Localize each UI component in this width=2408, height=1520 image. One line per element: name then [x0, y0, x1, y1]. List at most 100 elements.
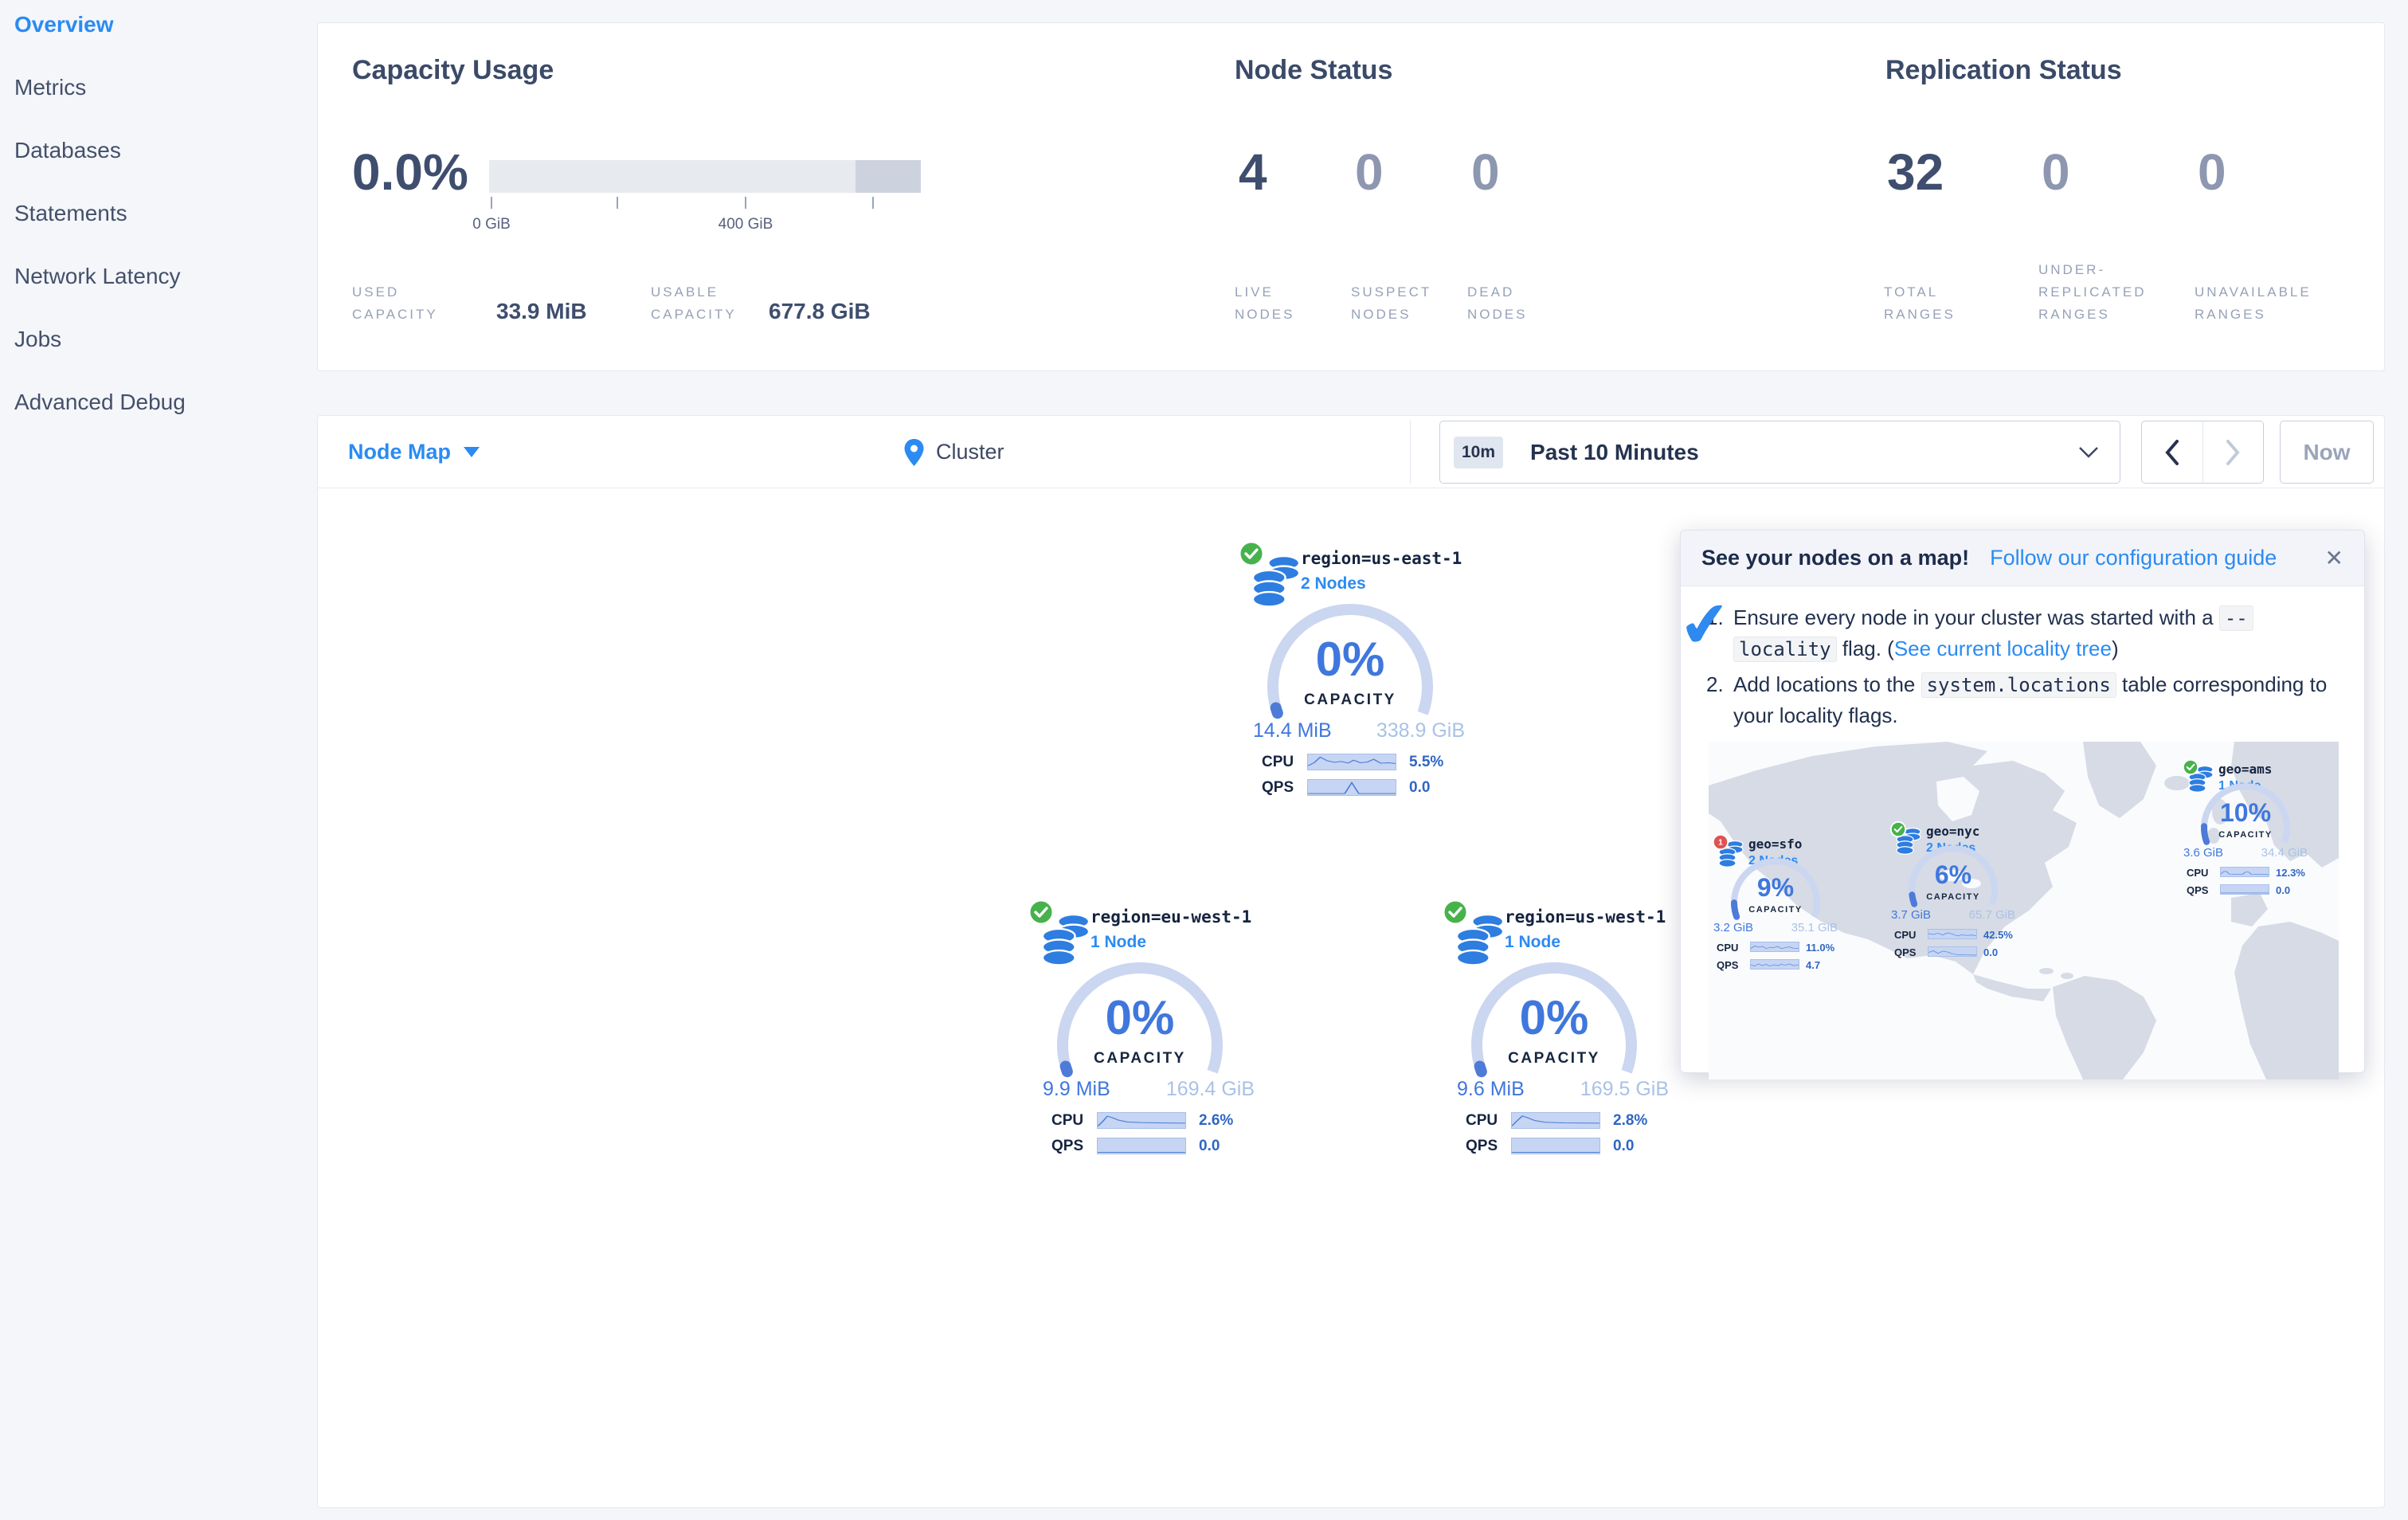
node-map-toolbar: Node Map Cluster 10m Past 10 Minutes — [318, 416, 2384, 488]
qps-sparkline — [1750, 959, 1799, 970]
dead-nodes-label: DEAD NODES — [1467, 284, 1528, 322]
configuration-guide-link[interactable]: Follow our configuration guide — [1990, 546, 2277, 570]
region-group-us-east-1[interactable]: region=us-east-1 2 Nodes 0% CAPACITY 14.… — [1238, 538, 1479, 804]
sidebar-item-databases[interactable]: Databases — [14, 137, 121, 163]
step-text: Ensure every node in your cluster was st… — [1733, 602, 2342, 664]
toolbar-divider — [1410, 421, 1411, 484]
cpu-metric-row: CPU 12.3% — [2187, 867, 2314, 879]
view-mode-dropdown[interactable]: Node Map — [348, 416, 480, 488]
dead-nodes-value: 0 — [1471, 143, 1500, 201]
chevron-down-icon — [2079, 446, 2098, 458]
cpu-value: 5.5% — [1409, 754, 1444, 770]
qps-sparkline — [1928, 946, 1977, 957]
qps-value: 0.0 — [1613, 1138, 1635, 1154]
tooltip-step-1: 1. Ensure every node in your cluster was… — [1706, 602, 2342, 664]
sidebar-item-statements[interactable]: Statements — [14, 200, 127, 225]
region-locality-label: region=us-west-1 — [1505, 907, 1666, 926]
sidebar-item-metrics[interactable]: Metrics — [14, 74, 87, 100]
region-locality-label: geo=ams — [2218, 762, 2273, 777]
capacity-percent-value: 9% — [1756, 873, 1795, 902]
cpu-label: CPU — [1051, 1112, 1084, 1129]
region-locality-label: region=us-east-1 — [1301, 549, 1462, 568]
region-locality-label: region=eu-west-1 — [1090, 907, 1252, 926]
capacity-percent-value: 6% — [1934, 860, 1972, 889]
sidebar-item-jobs[interactable]: Jobs — [14, 326, 62, 351]
used-capacity-value: 9.9 MiB — [1043, 1078, 1110, 1100]
live-nodes-label: LIVE NODES — [1235, 284, 1295, 322]
node-map-setup-tooltip: See your nodes on a map! Follow our conf… — [1675, 530, 2365, 1079]
time-range-select[interactable]: 10m Past 10 Minutes — [1439, 421, 2120, 484]
database-nodes-icon — [1041, 912, 1090, 972]
used-capacity-label: USED CAPACITY — [352, 284, 438, 322]
total-capacity-value: 65.7 GiB — [1968, 908, 2015, 922]
capacity-percent-value: 10% — [2219, 798, 2272, 827]
axis-tick — [872, 197, 874, 209]
axis-tick — [745, 197, 746, 209]
time-range-label: Past 10 Minutes — [1530, 439, 1699, 464]
capacity-gauge-label: CAPACITY — [1926, 892, 1980, 902]
region-nodes-link[interactable]: 2 Nodes — [1301, 574, 1366, 593]
qps-label: QPS — [1051, 1138, 1084, 1154]
time-prev-button[interactable] — [2142, 421, 2202, 483]
cpu-label: CPU — [1466, 1112, 1498, 1129]
capacity-bar — [489, 160, 921, 193]
capacity-values-row: 9.9 MiB 169.4 GiB — [1043, 1078, 1255, 1101]
locality-tree-link[interactable]: See current locality tree — [1893, 637, 2112, 660]
region-nodes-link[interactable]: 1 Node — [1090, 933, 1147, 951]
capacity-values-row: 3.6 GiB 34.4 GiB — [2183, 846, 2308, 860]
capacity-gauge-label: CAPACITY — [1748, 905, 1803, 915]
now-button[interactable]: Now — [2280, 421, 2374, 484]
capacity-usage-title: Capacity Usage — [352, 55, 554, 85]
qps-sparkline — [1511, 1138, 1600, 1154]
tooltip-header: See your nodes on a map! Follow our conf… — [1681, 531, 2364, 586]
region-group-geo-nyc: geo=nyc 2 Nodes 6% CAPACITY 3.7 GiB 65.7… — [1889, 819, 2033, 974]
capacity-percent-value: 0% — [1315, 633, 1385, 686]
capacity-values-row: 14.4 MiB 338.9 GiB — [1253, 719, 1465, 742]
close-icon[interactable]: ✕ — [2324, 545, 2343, 571]
axis-tick-label: 400 GiB — [718, 216, 773, 233]
breadcrumb[interactable]: Cluster — [903, 416, 1004, 488]
capacity-values-row: 3.7 GiB 65.7 GiB — [1891, 908, 2015, 922]
under-replicated-ranges-label: UNDER- REPLICATED RANGES — [2038, 262, 2147, 322]
used-capacity-value: 3.7 GiB — [1891, 908, 1932, 922]
region-nodes-link[interactable]: 1 Node — [1505, 933, 1561, 951]
cluster-summary-card: Capacity Usage Node Status Replication S… — [317, 22, 2385, 371]
cpu-sparkline — [1307, 754, 1396, 770]
breadcrumb-label: Cluster — [936, 440, 1004, 464]
qps-metric-row: QPS 0.0 — [1051, 1138, 1251, 1155]
total-ranges-label: TOTAL RANGES — [1884, 284, 1956, 322]
usable-capacity-label: USABLE CAPACITY — [651, 284, 737, 322]
sidebar-item-overview[interactable]: Overview — [14, 11, 114, 37]
region-group-geo-sfo: 1 geo=sfo 2 Nodes 9% CAPACITY 3.2 GiB 35… — [1712, 832, 1855, 987]
database-nodes-icon — [1251, 554, 1301, 613]
suspect-nodes-label: SUSPECT NODES — [1351, 284, 1432, 322]
code-system-locations: system.locations — [1921, 672, 2116, 698]
database-nodes-icon — [1896, 827, 1921, 861]
qps-value: 0.0 — [2276, 884, 2291, 896]
unavailable-ranges-value: 0 — [2198, 143, 2226, 201]
axis-tick-label: 0 GiB — [472, 216, 511, 233]
live-nodes-value: 4 — [1239, 143, 1267, 201]
time-next-button[interactable] — [2202, 421, 2264, 483]
qps-metric-row: QPS 0.0 — [1894, 946, 2022, 958]
total-capacity-value: 34.4 GiB — [2261, 846, 2308, 860]
sidebar-item-network-latency[interactable]: Network Latency — [14, 263, 181, 288]
tooltip-step-2: 2. Add locations to the system.locations… — [1706, 669, 2342, 731]
database-nodes-icon — [1455, 912, 1505, 972]
time-range-badge: 10m — [1454, 436, 1504, 468]
region-group-eu-west-1[interactable]: region=eu-west-1 1 Node 0% CAPACITY 9.9 … — [1028, 896, 1269, 1162]
capacity-gauge-arc — [2182, 782, 2309, 872]
database-nodes-icon — [1718, 840, 1744, 874]
cpu-sparkline — [2220, 867, 2269, 877]
view-mode-label: Node Map — [348, 440, 452, 464]
cpu-metric-row: CPU 42.5% — [1894, 929, 2022, 941]
step-text: Add locations to the system.locations ta… — [1733, 672, 2328, 727]
warning-status-badge: 1 — [1712, 832, 1729, 856]
qps-value: 4.7 — [1806, 959, 1821, 971]
sidebar-item-advanced-debug[interactable]: Advanced Debug — [14, 389, 186, 414]
capacity-percent-value: 0% — [1105, 991, 1175, 1044]
capacity-values-row: 3.2 GiB 35.1 GiB — [1713, 921, 1838, 934]
cpu-value: 42.5% — [1983, 929, 2013, 941]
used-capacity-value: 33.9 MiB — [496, 299, 587, 323]
region-group-us-west-1[interactable]: region=us-west-1 1 Node 0% CAPACITY 9.6 … — [1442, 896, 1683, 1162]
